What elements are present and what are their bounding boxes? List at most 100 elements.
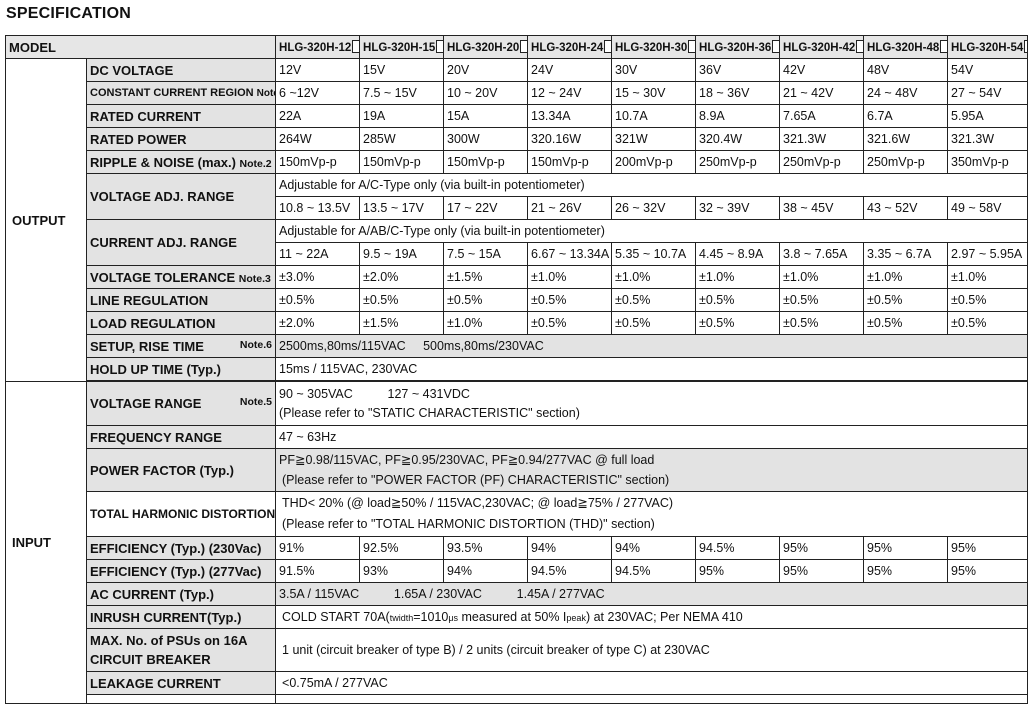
value-cell: PF≧0.98/115VAC, PF≧0.95/230VAC, PF≧0.94/… bbox=[275, 448, 1029, 492]
note-ref: Note.4 bbox=[256, 88, 275, 99]
inrush-unit: μs bbox=[448, 613, 459, 623]
value-cell: 150mVp-p bbox=[275, 150, 361, 174]
value-cell: ±0.5% bbox=[779, 311, 865, 335]
row-label: CONSTANT CURRENT REGION Note.4 bbox=[85, 81, 277, 105]
value-cell: 93.5% bbox=[443, 536, 529, 560]
value-cell: 92.5% bbox=[359, 536, 445, 560]
value-cell: 321W bbox=[611, 127, 697, 151]
spec-table: MODEL HLG-320H-12 HLG-320H-15 HLG-320H-2… bbox=[4, 35, 1029, 704]
value-cell: 48V bbox=[863, 58, 949, 82]
value-cell: ±0.5% bbox=[947, 311, 1029, 335]
value-cell: 2.97 ~ 5.95A bbox=[947, 242, 1029, 266]
inrush-text: measured at 50% I bbox=[458, 610, 567, 624]
value-cell: 21 ~ 26V bbox=[527, 196, 613, 220]
value-cell: 200mVp-p bbox=[611, 150, 697, 174]
value-cell: ±1.0% bbox=[527, 265, 613, 289]
ac-current-row: AC CURRENT (Typ.) 3.5A / 115VAC 1.65A / … bbox=[6, 582, 1029, 606]
row-label: RATED POWER bbox=[85, 127, 277, 151]
row-label: VOLTAGE ADJ. RANGE bbox=[85, 173, 277, 220]
value-cell: 95% bbox=[947, 559, 1029, 583]
value-cell: 43 ~ 52V bbox=[863, 196, 949, 220]
note-ref: Note.3 bbox=[238, 272, 271, 285]
ripple-row: RIPPLE & NOISE (max.) Note.2 150mVp-p 15… bbox=[6, 150, 1029, 174]
model-cell: HLG-320H-54 bbox=[947, 35, 1029, 59]
current-adj-values-row: 11 ~ 22A 9.5 ~ 19A 7.5 ~ 15A 6.67 ~ 13.3… bbox=[6, 242, 1029, 266]
value-cell: 5.95A bbox=[947, 104, 1029, 128]
row-label: CURRENT ADJ. RANGE bbox=[85, 219, 277, 266]
value-cell: 8.9A bbox=[695, 104, 781, 128]
row-label: VOLTAGE RANGE Note.5 bbox=[85, 381, 277, 426]
value-cell: 6.67 ~ 13.34A bbox=[527, 242, 613, 266]
text-line: (Please refer to "POWER FACTOR (PF) CHAR… bbox=[282, 473, 670, 487]
value-cell: 38 ~ 45V bbox=[779, 196, 865, 220]
checkbox-icon bbox=[436, 40, 443, 53]
row-label-text: VOLTAGE RANGE bbox=[90, 396, 202, 411]
value-cell: ±1.0% bbox=[611, 265, 697, 289]
value-cell: 150mVp-p bbox=[443, 150, 529, 174]
model-cell: HLG-320H-42 bbox=[779, 35, 865, 59]
model-label: MODEL bbox=[4, 35, 277, 59]
value-cell: 320.16W bbox=[527, 127, 613, 151]
value-cell: 94.5% bbox=[695, 536, 781, 560]
value-cell: 321.6W bbox=[863, 127, 949, 151]
value-cell: 3.35 ~ 6.7A bbox=[863, 242, 949, 266]
value-cell: 12 ~ 24V bbox=[527, 81, 613, 105]
line-regulation-row: LINE REGULATION ±0.5% ±0.5% ±0.5% ±0.5% … bbox=[6, 288, 1029, 312]
note-ref: Note.5 bbox=[239, 396, 273, 408]
value-cell: 9.5 ~ 19A bbox=[359, 242, 445, 266]
rated-current-row: RATED CURRENT 22A 19A 15A 13.34A 10.7A 8… bbox=[6, 104, 1029, 128]
value-cell: 4.45 ~ 8.9A bbox=[695, 242, 781, 266]
model-cell: HLG-320H-12 bbox=[275, 35, 361, 59]
value-cell: 11 ~ 22A bbox=[275, 242, 361, 266]
row-label: MAX. No. of PSUs on 16A CIRCUIT BREAKER bbox=[85, 628, 277, 672]
value-cell: 93% bbox=[359, 559, 445, 583]
row-label: AC CURRENT (Typ.) bbox=[85, 582, 277, 606]
value-cell: 30V bbox=[611, 58, 697, 82]
row-label: SETUP, RISE TIME Note.6 bbox=[85, 334, 277, 358]
row-label: INRUSH CURRENT(Typ.) bbox=[85, 605, 277, 629]
text-line: (Please refer to "STATIC CHARACTERISTIC"… bbox=[279, 405, 580, 420]
model-cell: HLG-320H-15 bbox=[359, 35, 445, 59]
inrush-subscript: peak bbox=[566, 613, 586, 623]
row-label: EFFICIENCY (Typ.) (277Vac) bbox=[85, 559, 277, 583]
checkbox-icon bbox=[856, 40, 863, 53]
row-label: VOLTAGE TOLERANCE Note.3 bbox=[85, 265, 277, 289]
row-label-text: VOLTAGE TOLERANCE bbox=[90, 269, 236, 285]
value-cell: 13.5 ~ 17V bbox=[359, 196, 445, 220]
value-cell: 3.8 ~ 7.65A bbox=[779, 242, 865, 266]
note-ref: Note.6 bbox=[239, 338, 273, 351]
value-cell: ±0.5% bbox=[611, 311, 697, 335]
value-cell: 91.5% bbox=[275, 559, 361, 583]
row-label: HOLD UP TIME (Typ.) bbox=[85, 357, 277, 381]
value-cell: 6.7A bbox=[863, 104, 949, 128]
value-cell: ±1.0% bbox=[779, 265, 865, 289]
inrush-subscript: twidth bbox=[389, 613, 414, 623]
leakage-row: LEAKAGE CURRENT <0.75mA / 277VAC bbox=[6, 671, 1029, 695]
value-cell: 300W bbox=[443, 127, 529, 151]
value-cell: 94% bbox=[527, 536, 613, 560]
model-name: HLG-320H-30 bbox=[615, 42, 688, 54]
value-cell: ±0.5% bbox=[947, 288, 1029, 312]
value-cell: 95% bbox=[863, 559, 949, 583]
dc-voltage-row: OUTPUT DC VOLTAGE 12V 15V 20V 24V 30V 36… bbox=[5, 58, 1029, 382]
row-label: EFFICIENCY (Typ.) (230Vac) bbox=[85, 536, 277, 560]
value-cell: 6 ~12V bbox=[275, 81, 361, 105]
value-cell: 250mVp-p bbox=[695, 150, 781, 174]
model-name: HLG-320H-54 bbox=[951, 42, 1024, 54]
value-cell: 27 ~ 54V bbox=[947, 81, 1029, 105]
value-cell: 15ms / 115VAC, 230VAC bbox=[275, 357, 1029, 381]
value-cell: 42V bbox=[779, 58, 865, 82]
checkbox-icon bbox=[688, 40, 695, 53]
value-cell: 321.3W bbox=[779, 127, 865, 151]
cutoff-cell bbox=[275, 694, 1029, 704]
value-cell: ±0.5% bbox=[695, 311, 781, 335]
inrush-row: INRUSH CURRENT(Typ.) COLD START 70A(twid… bbox=[6, 605, 1029, 629]
value-cell: <0.75mA / 277VAC bbox=[275, 671, 1029, 695]
value-cell: 7.65A bbox=[779, 104, 865, 128]
value-cell: ±2.0% bbox=[359, 265, 445, 289]
value-cell: 10.7A bbox=[611, 104, 697, 128]
checkbox-icon bbox=[1024, 40, 1027, 53]
value-cell: 94.5% bbox=[611, 559, 697, 583]
value-cell: 94% bbox=[611, 536, 697, 560]
row-label-text: RIPPLE & NOISE (max.) bbox=[90, 154, 236, 170]
